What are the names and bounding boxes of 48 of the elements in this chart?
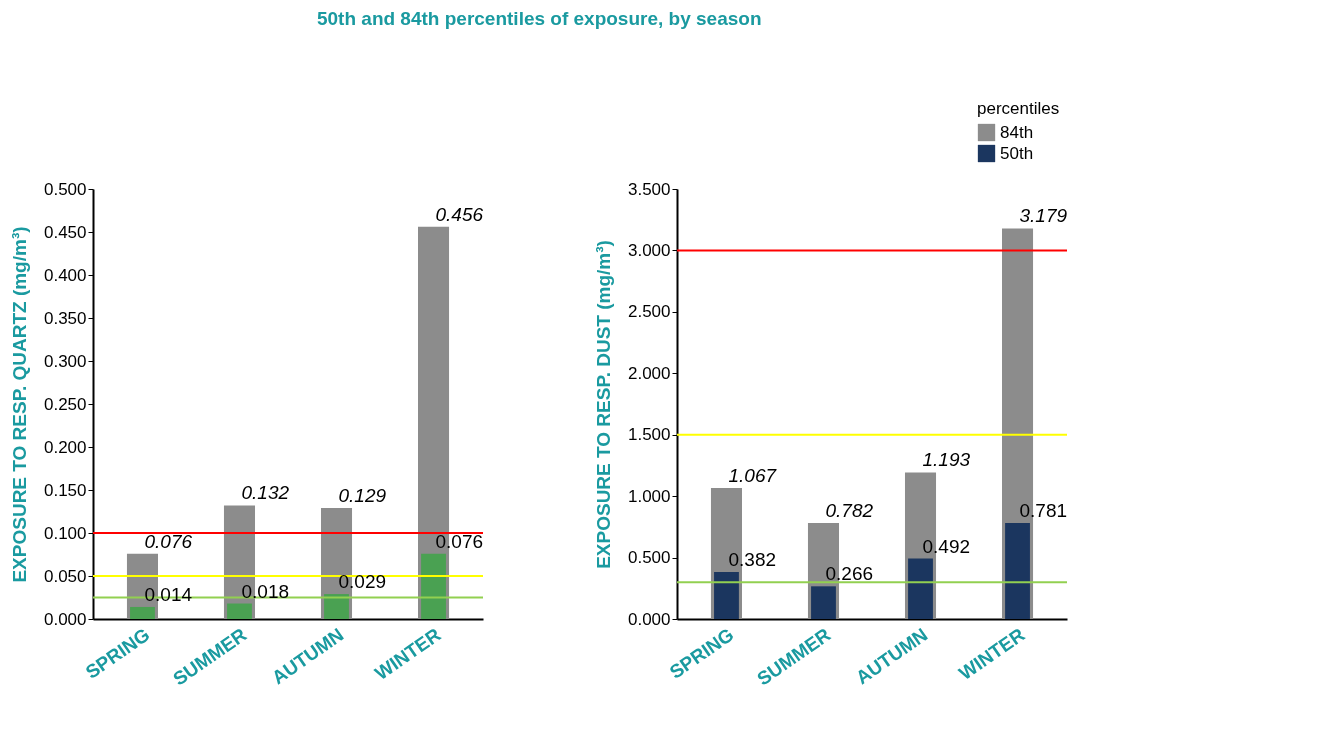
- data-label: 0.266: [825, 563, 874, 585]
- data-label: 0.076: [435, 530, 484, 552]
- y-tick-label: 0.150: [43, 480, 87, 500]
- y-tick-label: 0.000: [43, 609, 87, 629]
- data-label: 0.456: [435, 203, 484, 225]
- data-label: 0.492: [922, 535, 971, 557]
- y-axis-title: EXPOSURE TO RESP. DUST (mg/m³): [592, 240, 614, 569]
- y-tick-label: 0.400: [43, 265, 87, 285]
- data-label: 1.067: [728, 464, 778, 486]
- bar: [227, 603, 252, 619]
- y-tick-label: 0.500: [43, 179, 87, 199]
- bar: [811, 586, 836, 619]
- y-tick-label: 1.500: [627, 425, 671, 445]
- y-tick-label: 2.500: [627, 302, 671, 322]
- bar: [714, 572, 739, 619]
- data-label: 0.076: [144, 530, 193, 552]
- y-tick-label: 0.300: [43, 351, 87, 371]
- legend-title: percentiles: [977, 99, 1060, 118]
- data-label: 0.029: [338, 571, 387, 593]
- y-tick-label: 0.050: [43, 566, 87, 586]
- y-tick-label: 0.200: [43, 437, 87, 457]
- bar: [1005, 523, 1030, 619]
- data-label: 0.382: [728, 549, 777, 571]
- bar: [324, 594, 349, 619]
- y-tick-label: 2.000: [627, 363, 671, 383]
- legend-label: 50th: [1000, 143, 1034, 163]
- y-tick-label: 0.450: [43, 222, 87, 242]
- legend-label: 84th: [1000, 122, 1034, 142]
- y-tick-label: 1.000: [627, 486, 671, 506]
- y-tick-label: 0.350: [43, 308, 87, 328]
- data-label: 3.179: [1019, 205, 1068, 227]
- y-tick-label: 3.500: [627, 179, 671, 199]
- y-tick-label: 0.100: [43, 523, 87, 543]
- y-tick-label: 0.000: [627, 609, 671, 629]
- y-tick-label: 0.500: [627, 548, 671, 568]
- data-label: 1.193: [922, 449, 971, 471]
- text: 50th and 84th percentiles of exposure, by season: [316, 8, 762, 29]
- data-label: 0.781: [1019, 500, 1068, 522]
- y-tick-label: 3.000: [627, 240, 671, 260]
- data-label: 0.129: [338, 485, 387, 507]
- data-label: 0.782: [825, 499, 874, 521]
- data-label: 0.018: [241, 580, 290, 602]
- bar: [130, 606, 155, 619]
- y-tick-label: 0.250: [43, 394, 87, 414]
- bar: [421, 553, 446, 619]
- y-axis-title: EXPOSURE TO RESP. QUARTZ (mg/m³): [8, 226, 30, 583]
- data-label: 0.132: [241, 482, 290, 504]
- bar: [908, 558, 933, 619]
